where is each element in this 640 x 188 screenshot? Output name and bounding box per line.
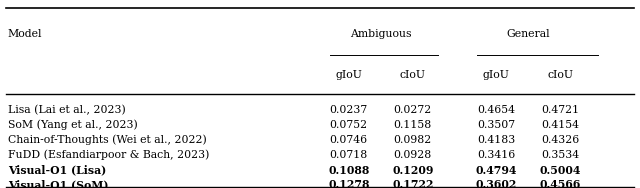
Text: 0.1158: 0.1158 [394, 120, 432, 130]
Text: 0.3416: 0.3416 [477, 150, 515, 160]
Text: SoM (Yang et al., 2023): SoM (Yang et al., 2023) [8, 120, 138, 130]
Text: 0.0746: 0.0746 [330, 135, 368, 145]
Text: 0.0272: 0.0272 [394, 105, 432, 115]
Text: Ambiguous: Ambiguous [350, 29, 412, 39]
Text: 0.4721: 0.4721 [541, 105, 579, 115]
Text: cIoU: cIoU [547, 70, 573, 80]
Text: 0.0928: 0.0928 [394, 150, 432, 160]
Text: 0.4183: 0.4183 [477, 135, 515, 145]
Text: Visual-O1 (SoM): Visual-O1 (SoM) [8, 179, 108, 188]
Text: 0.5004: 0.5004 [540, 165, 580, 176]
Text: gIoU: gIoU [483, 70, 509, 80]
Text: 0.3534: 0.3534 [541, 150, 579, 160]
Text: 0.0752: 0.0752 [330, 120, 368, 130]
Text: 0.1088: 0.1088 [328, 165, 369, 176]
Text: FuDD (Esfandiarpoor & Bach, 2023): FuDD (Esfandiarpoor & Bach, 2023) [8, 150, 209, 160]
Text: Visual-O1 (Lisa): Visual-O1 (Lisa) [8, 165, 106, 176]
Text: Chain-of-Thoughts (Wei et al., 2022): Chain-of-Thoughts (Wei et al., 2022) [8, 135, 207, 145]
Text: 0.1278: 0.1278 [328, 179, 369, 188]
Text: gIoU: gIoU [335, 70, 362, 80]
Text: 0.4794: 0.4794 [476, 165, 516, 176]
Text: 0.0982: 0.0982 [394, 135, 432, 145]
Text: General: General [506, 29, 550, 39]
Text: 0.4654: 0.4654 [477, 105, 515, 115]
Text: 0.4154: 0.4154 [541, 120, 579, 130]
Text: 0.4566: 0.4566 [540, 179, 580, 188]
Text: 0.1722: 0.1722 [392, 179, 433, 188]
Text: 0.0718: 0.0718 [330, 150, 368, 160]
Text: 0.4326: 0.4326 [541, 135, 579, 145]
Text: 0.1209: 0.1209 [392, 165, 433, 176]
Text: 0.3602: 0.3602 [476, 179, 516, 188]
Text: cIoU: cIoU [400, 70, 426, 80]
Text: 0.0237: 0.0237 [330, 105, 368, 115]
Text: 0.3507: 0.3507 [477, 120, 515, 130]
Text: Model: Model [8, 29, 42, 39]
Text: Lisa (Lai et al., 2023): Lisa (Lai et al., 2023) [8, 105, 125, 115]
